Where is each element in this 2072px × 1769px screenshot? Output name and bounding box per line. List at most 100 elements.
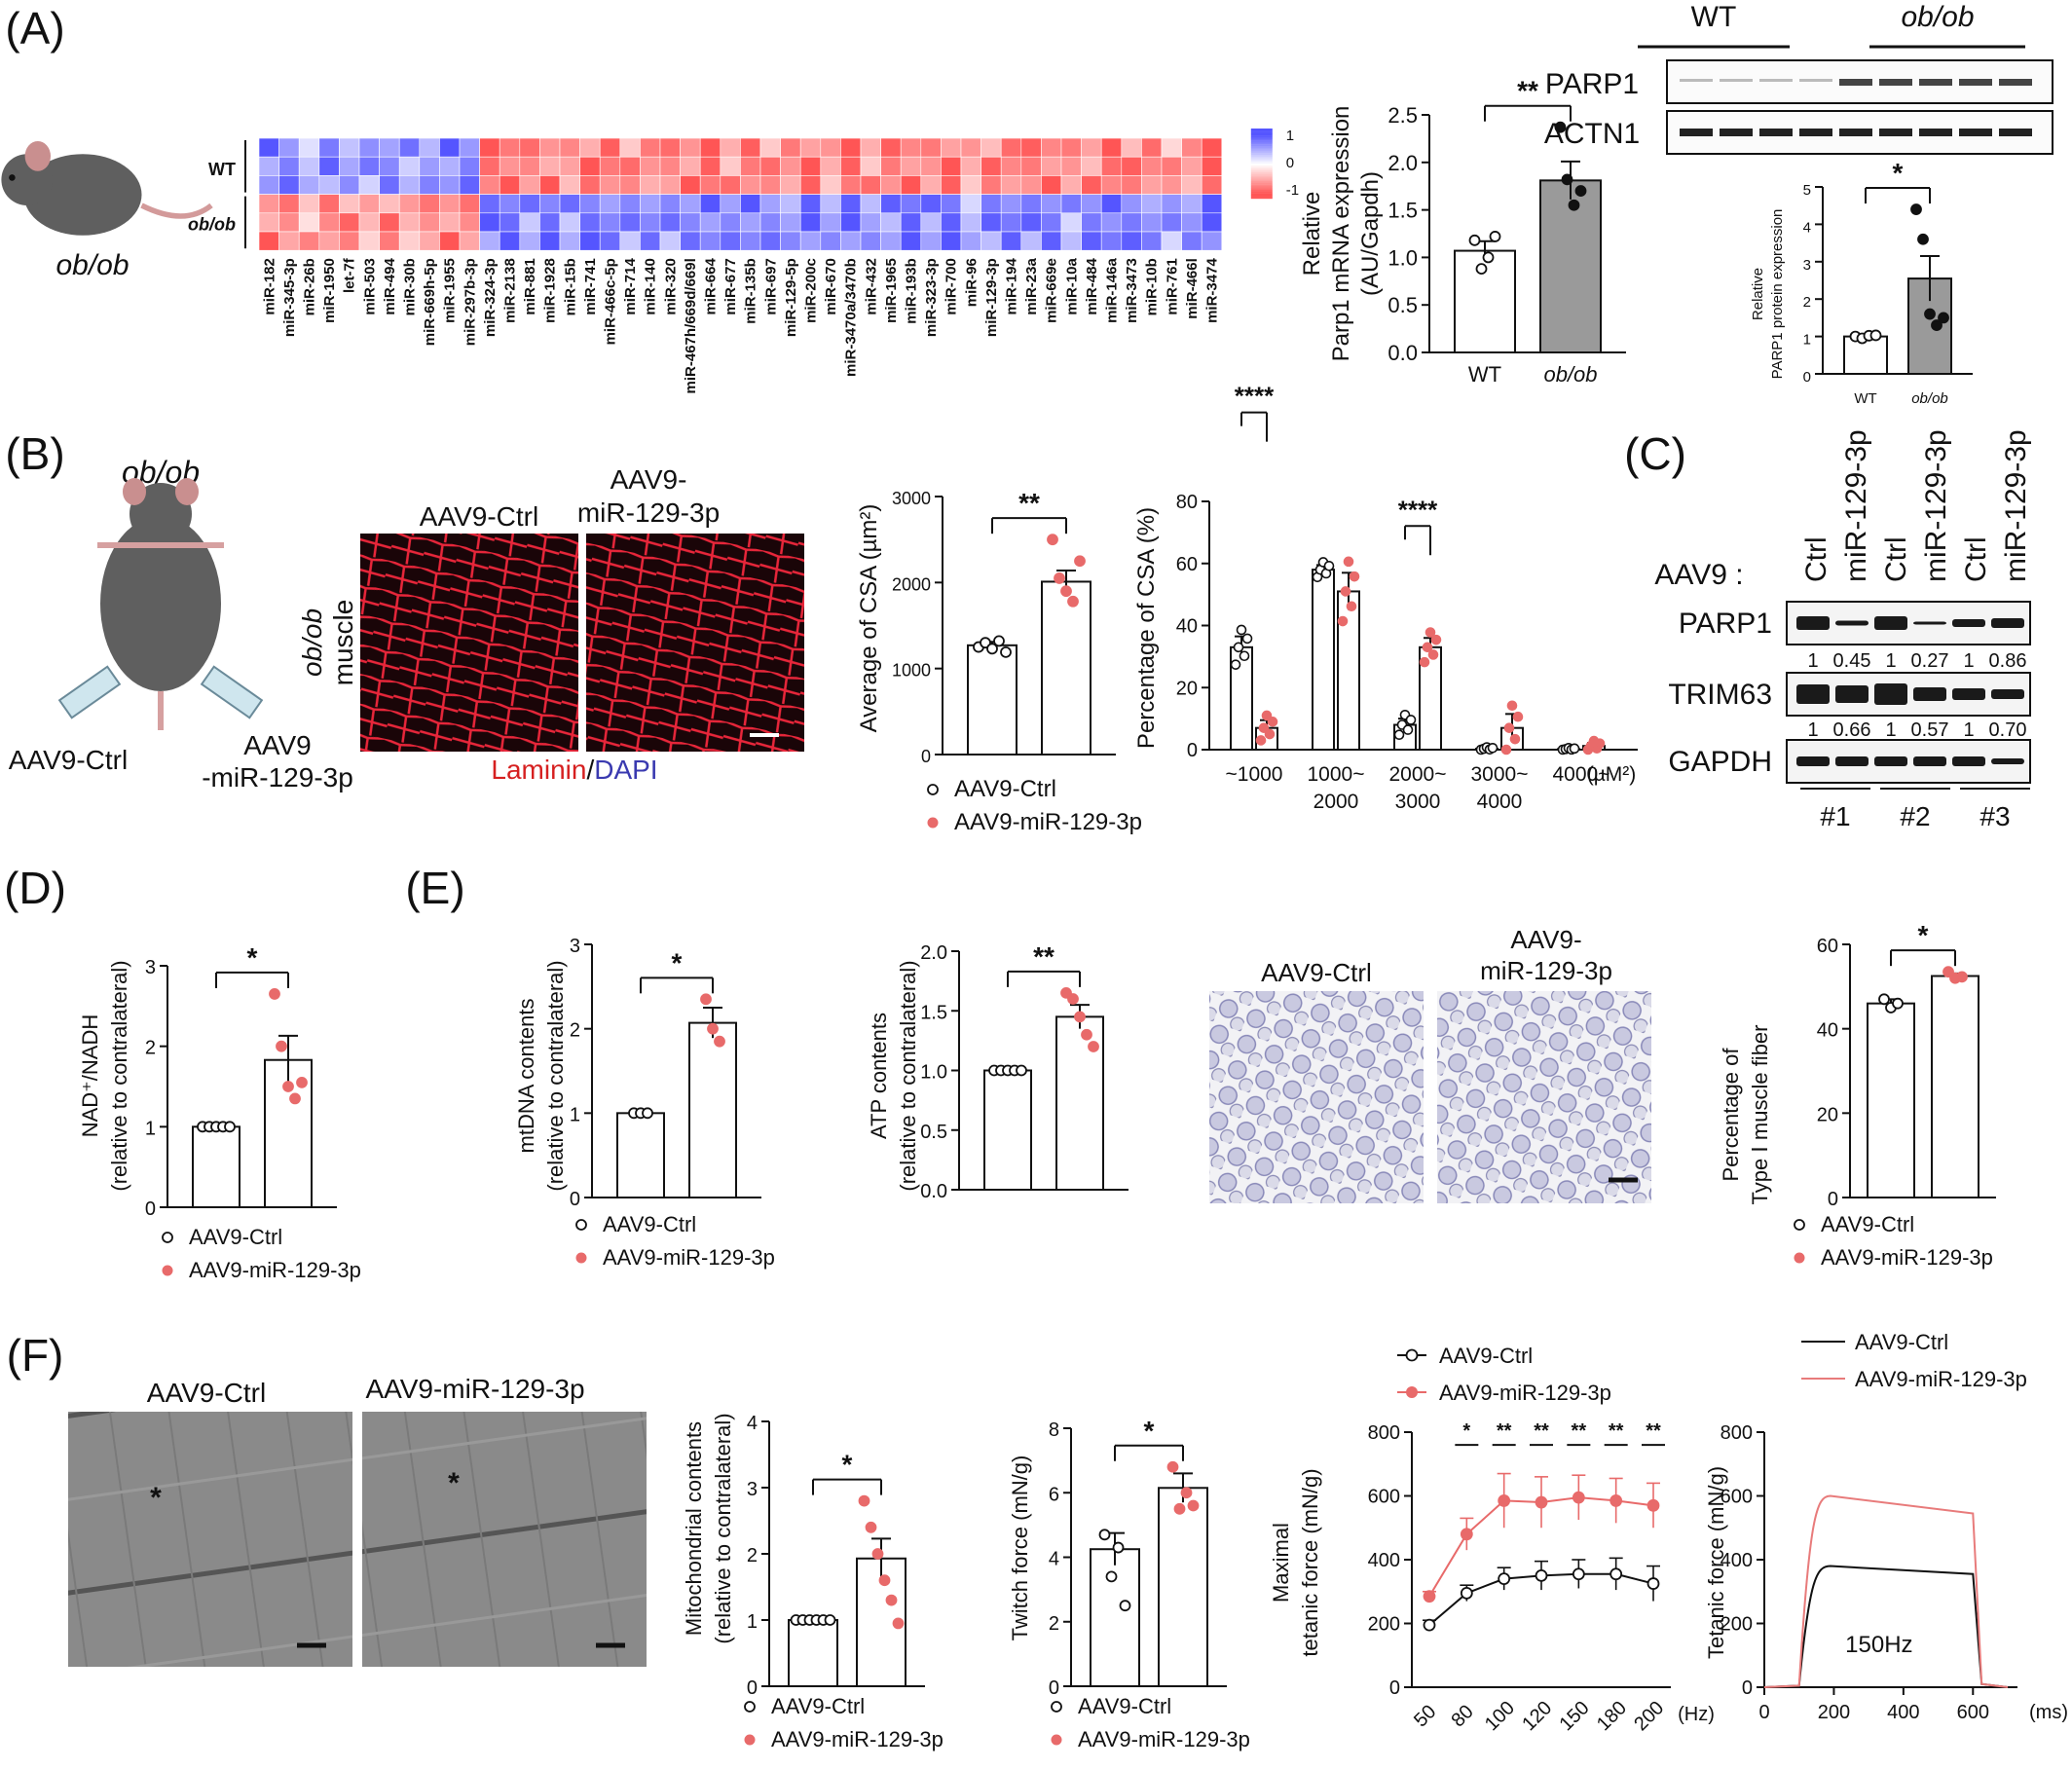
heatmap-cell	[1081, 137, 1102, 158]
heatmap-cell	[1100, 156, 1123, 176]
heatmap-column-label: miR-26b	[302, 258, 318, 315]
heatmap-cell	[820, 212, 841, 233]
heatmap-cell	[860, 156, 881, 176]
tetanic-significance: **	[1609, 1420, 1624, 1442]
mtdna-chart-bar	[688, 1021, 737, 1198]
blot-A-band-actn1	[1919, 129, 1952, 136]
heatmap-cell	[900, 137, 922, 158]
csa-avg-chart-point	[993, 635, 1005, 647]
tetanic-ylabel-2: tetanic force (mN/g)	[1298, 1468, 1322, 1656]
heatmap-cell	[860, 137, 881, 158]
heatmap-cell	[519, 212, 540, 233]
heatmap-column-label: miR-23a	[1023, 258, 1040, 315]
colorbar-segment	[1250, 170, 1273, 173]
twitch-chart-significance: *	[1144, 1416, 1155, 1446]
heatmap-cell	[439, 231, 461, 251]
heatmap-cell	[439, 212, 461, 233]
mtdna-ylabel-1: mtDNA contents	[514, 999, 538, 1154]
heatmap-cell	[599, 231, 621, 251]
blot-C-band	[1796, 616, 1830, 630]
heatmap-cell	[1121, 194, 1142, 214]
heatmap-cell	[640, 231, 661, 251]
mtdna-chart-point	[642, 1107, 653, 1120]
heatmap-column-label: miR-182	[261, 258, 278, 314]
heatmap-cell	[840, 156, 862, 176]
panel-label-A: (A)	[5, 3, 64, 54]
mito-chart-y-tick-label: 1	[747, 1611, 758, 1633]
blot-C-parp1-quant: 1	[1963, 650, 1974, 672]
csa-avg-chart-point	[1074, 555, 1086, 568]
heatmap-cell	[1081, 194, 1102, 214]
heatmap-cell	[980, 231, 1002, 251]
heatmap-column-label: miR-324-3p	[482, 258, 499, 337]
colorbar-segment	[1250, 146, 1273, 148]
trace-x-unit: (ms)	[2029, 1702, 2068, 1723]
heatmap-cell	[1100, 231, 1123, 251]
protein-chart-point	[1910, 203, 1922, 215]
mito-ylabel-2: (relative to contralateral)	[711, 1413, 735, 1643]
heatmap-cell	[318, 156, 340, 176]
heatmap-cell	[479, 175, 500, 195]
twitch-chart-y-tick-label: 0	[1049, 1677, 1059, 1699]
heatmap-cell	[1060, 156, 1082, 176]
heatmap-cell	[759, 194, 781, 214]
heatmap-cell	[599, 137, 621, 158]
heatmap-column-label: miR-1965	[883, 258, 900, 323]
heatmap-cell	[780, 175, 801, 195]
csa-avg-ylabel: Average of CSA (µm²)	[856, 504, 882, 733]
blot-C-band	[1952, 756, 1985, 766]
csa-avg-chart-point	[1067, 595, 1079, 608]
twitch-chart-point	[1112, 1541, 1125, 1554]
tetanic-point	[1572, 1491, 1585, 1504]
heatmap-cell	[659, 137, 681, 158]
type1-ylabel-2: Type Ⅰ muscle fiber	[1748, 1024, 1772, 1204]
heatmap-cell	[799, 137, 822, 158]
csa-dist-y-tick-label: 0	[1187, 740, 1198, 761]
csa-dist-significance: ****	[1235, 382, 1275, 411]
blot-C-band	[1874, 683, 1907, 705]
heatmap-cell	[339, 175, 360, 195]
heatmap-cell	[398, 156, 421, 176]
nad-legend-treat-marker	[162, 1265, 173, 1276]
heatmap-cell	[459, 212, 480, 233]
csa-dist-x-tick-label: 2000	[1314, 791, 1359, 813]
mouse-A-tail	[140, 203, 213, 219]
heatmap-column-label: miR-670	[823, 258, 839, 314]
twitch-chart-point	[1187, 1499, 1200, 1512]
heatmap-column-label: miR-30b	[402, 258, 419, 315]
colorbar-segment	[1250, 184, 1273, 187]
heatmap-column-label: miR-320	[662, 258, 679, 314]
heatmap-cell	[920, 156, 942, 176]
heatmap-cell	[278, 194, 300, 214]
heatmap-cell	[258, 156, 279, 176]
heatmap-column-label: miR-741	[582, 258, 599, 314]
heatmap-cell	[459, 231, 480, 251]
twitch-legend-ctrl-marker	[1051, 1701, 1062, 1713]
heatmap-cell	[1041, 194, 1062, 214]
heatmap-cell	[960, 231, 981, 251]
heatmap-cell	[980, 175, 1002, 195]
heatmap-cell	[1100, 212, 1123, 233]
heatmap-cell	[941, 212, 962, 233]
heatmap-cell	[1161, 212, 1182, 233]
sdh-image-title-ctrl: AAV9-Ctrl	[1261, 958, 1372, 987]
injection-label-treat-2: -miR-129-3p	[202, 762, 353, 792]
tetanic-legend-treat-marker	[1406, 1386, 1418, 1398]
twitch-legend-ctrl: AAV9-Ctrl	[1078, 1694, 1171, 1718]
heatmap-cell	[379, 212, 400, 233]
heatmap-column-label: miR-761	[1164, 258, 1180, 314]
heatmap-cell	[1161, 194, 1182, 214]
heatmap-cell	[398, 137, 421, 158]
heatmap-cell	[880, 137, 902, 158]
mouse-A-eye	[9, 174, 16, 181]
heatmap-column-label: miR-466c-5p	[603, 258, 619, 345]
twitch-chart-y-tick-label: 8	[1049, 1419, 1059, 1441]
heatmap-cell	[1060, 231, 1082, 251]
heatmap-cell	[1181, 194, 1202, 214]
heatmap-cell	[1020, 156, 1042, 176]
heatmap-cell	[1100, 175, 1123, 195]
em-image-treat	[362, 1412, 647, 1667]
heatmap-cell	[1060, 194, 1082, 214]
mrna-ylabel-2: Parp1 mRNA expression	[1328, 106, 1354, 362]
